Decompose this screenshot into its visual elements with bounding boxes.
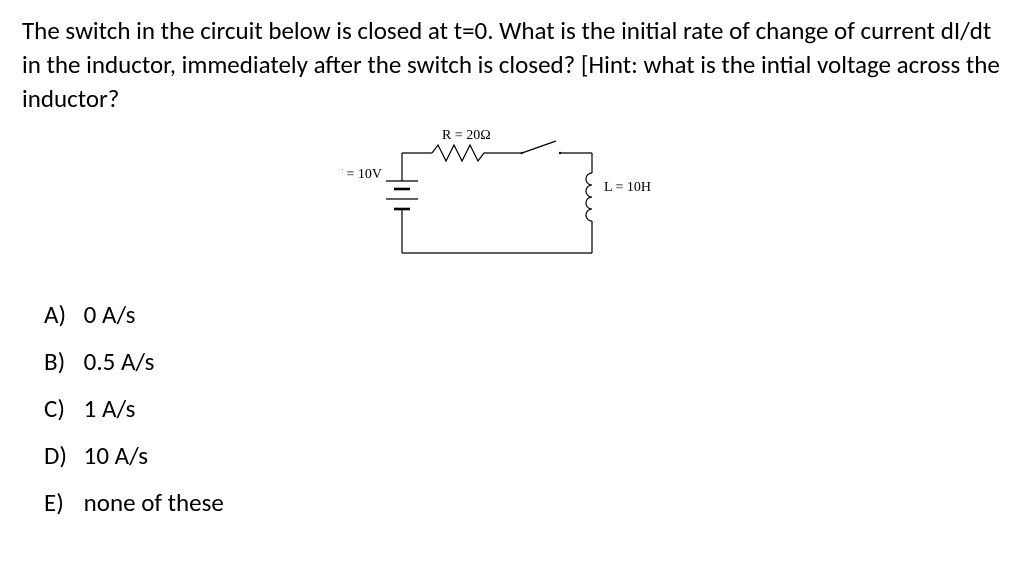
voltage-label: V = 10V: [342, 167, 382, 182]
options-list: A) 0 A/s B) 0.5 A/s C) 1 A/s D) 10 A/s E…: [22, 299, 1002, 518]
option-text: 1 A/s: [84, 393, 136, 424]
option-letter: D): [44, 440, 78, 471]
option-text: 0 A/s: [84, 299, 136, 330]
circuit-diagram: R = 20Ω V = 10V L = 10H: [22, 123, 1002, 283]
option-letter: A): [44, 299, 78, 330]
option-text: 0.5 A/s: [84, 346, 155, 377]
option-text: 10 A/s: [84, 440, 148, 471]
option-a: A) 0 A/s: [44, 299, 1002, 330]
inductor-label: L = 10H: [604, 180, 651, 195]
option-letter: C): [44, 393, 78, 424]
option-c: C) 1 A/s: [44, 393, 1002, 424]
option-text: none of these: [84, 487, 224, 518]
question-text: The switch in the circuit below is close…: [22, 14, 1002, 115]
option-letter: B): [44, 346, 78, 377]
resistor-label: R = 20Ω: [442, 128, 491, 143]
option-letter: E): [44, 487, 78, 518]
option-b: B) 0.5 A/s: [44, 346, 1002, 377]
option-e: E) none of these: [44, 487, 1002, 518]
option-d: D) 10 A/s: [44, 440, 1002, 471]
